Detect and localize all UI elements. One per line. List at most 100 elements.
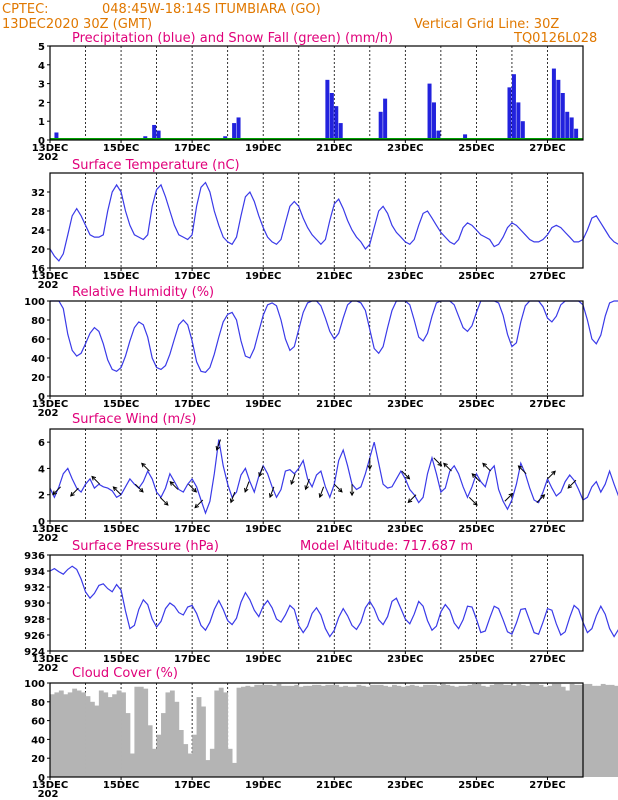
cloud-bar (258, 684, 264, 777)
x-tick-label: 15DEC (103, 654, 139, 665)
cloud-bar (72, 688, 78, 777)
cloud-bar (201, 706, 206, 777)
cloud-bar (392, 684, 397, 777)
x-tick-label: 27DEC (529, 399, 565, 410)
wind-arrow (216, 439, 222, 451)
cloud-bar (116, 690, 122, 777)
panel-frame (49, 172, 584, 269)
wind-arrow-head (258, 472, 263, 478)
cloud-bar (516, 683, 522, 777)
x-tick-label: 23DEC (387, 780, 423, 791)
wind-arrow-head (482, 462, 487, 468)
wind-arrow-head (194, 503, 200, 509)
cloud-bar (236, 687, 242, 777)
y-tick-label: 926 (24, 631, 45, 642)
x-tick-label: 23DEC (387, 524, 423, 535)
cloud-bar (520, 684, 526, 777)
x-tick-label: 21DEC (316, 143, 352, 154)
wind-arrow-head (52, 490, 57, 496)
cloud-bar (365, 686, 371, 777)
cloud-bar (569, 683, 575, 777)
precip-bar (232, 123, 237, 140)
precip-bar (383, 98, 388, 140)
cloud-bar (183, 744, 189, 777)
y-tick-label: 936 (24, 551, 45, 562)
humidity-title: Relative Humidity (%) (72, 285, 214, 300)
cloud-bar (240, 686, 246, 777)
cloud-bar (174, 701, 180, 777)
y-tick-label: 20 (31, 245, 45, 256)
y-tick-label: 16 (31, 264, 45, 275)
wind-arrow (407, 494, 417, 503)
y-tick-label: 932 (24, 583, 45, 594)
precip-bar (565, 111, 570, 140)
cloud-bar (507, 684, 513, 777)
wind-arrow (70, 487, 79, 497)
precip-bar (236, 117, 241, 140)
wind-arrow (504, 493, 513, 502)
cloud-bar (209, 748, 215, 777)
cloud-bar (254, 684, 260, 777)
y-tick-label: 100 (24, 679, 45, 690)
cloud-bar (334, 684, 340, 777)
x-tick-label: 27DEC (529, 271, 565, 282)
wind-arrow-head (268, 493, 274, 499)
y-tick-label: 0 (38, 136, 45, 147)
y-tick-label: 2 (38, 491, 45, 502)
cloud-bar (560, 686, 566, 777)
cloud-bar (489, 684, 495, 777)
cloud-bar (378, 684, 384, 777)
cloud-bar (178, 730, 184, 777)
x-tick-label: 23DEC (387, 654, 423, 665)
x-tick-label: 27DEC (529, 654, 565, 665)
cloud-bar (547, 685, 553, 777)
cloud-bar (463, 685, 468, 777)
wind-series-line (49, 439, 618, 515)
cloud-bar (529, 683, 535, 777)
y-tick-label: 60 (31, 717, 45, 728)
cloud-bar (307, 685, 313, 777)
x-year-label: 202 (38, 789, 59, 800)
wind-arrow-head (139, 487, 144, 493)
cloud-bar (574, 684, 579, 777)
wind-arrow (433, 457, 442, 466)
wind-arrow-head (367, 465, 373, 470)
wind-arrow-head (290, 479, 295, 486)
x-tick-label: 19DEC (245, 399, 281, 410)
cloud-bar (218, 687, 224, 777)
x-tick-label: 27DEC (529, 780, 565, 791)
cloud-bar (551, 683, 557, 777)
x-tick-label: 13DEC (32, 399, 68, 410)
cloud-bar (396, 685, 402, 777)
x-tick-label: 25DEC (458, 143, 494, 154)
wind-arrow (547, 470, 556, 480)
panel-frame (49, 300, 584, 397)
wind-arrow-head (337, 487, 343, 493)
x-tick-label: 17DEC (174, 143, 210, 154)
cloud-bar (161, 713, 166, 777)
cloud-bar (192, 734, 197, 777)
x-tick-label: 13DEC (32, 271, 68, 282)
cloud-bar (143, 688, 149, 777)
cloud-bar (147, 725, 153, 777)
precip-bar (516, 102, 521, 140)
x-year-label: 202 (38, 663, 59, 674)
cloud-bar (107, 697, 113, 777)
x-tick-label: 13DEC (32, 143, 68, 154)
y-tick-label: 80 (31, 316, 45, 327)
precip-bar (560, 93, 565, 140)
cloud-bar (165, 692, 171, 777)
precip-bar (507, 87, 512, 140)
cloud-bar (467, 684, 473, 777)
y-tick-label: 928 (24, 615, 45, 626)
wind-arrow-head (517, 465, 523, 470)
precip-bar (574, 128, 579, 140)
cloud-bar (578, 684, 584, 777)
wind-arrow (244, 481, 250, 493)
cloud-bar (596, 685, 602, 777)
temperature-panel: Surface Temperature (nC) 16 20 24 28 32 13DEC… (31, 158, 618, 291)
wind-arrow (319, 486, 325, 498)
wind-title: Surface Wind (m/s) (72, 412, 196, 427)
precip-bar (463, 134, 468, 140)
